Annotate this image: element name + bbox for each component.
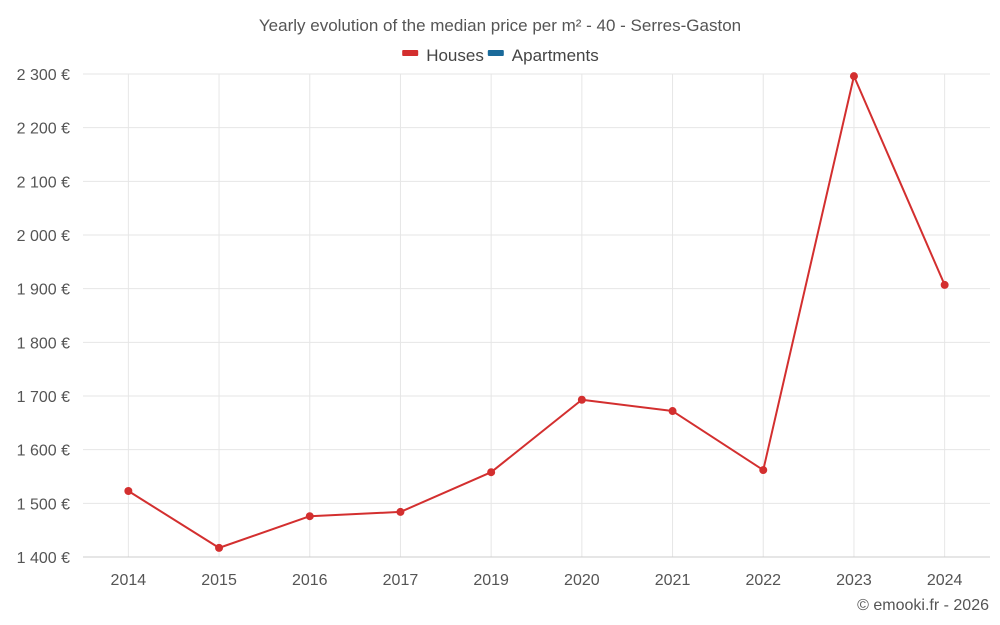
legend-item-houses[interactable]: Houses [402,46,484,65]
y-tick-label: 1 600 € [17,443,70,460]
series-line [127,75,946,549]
data-point[interactable] [577,395,586,404]
x-tick-label: 2015 [201,572,237,589]
x-tick-label: 2014 [111,572,147,589]
copyright-credit: © emooki.fr - 2026 [857,597,989,614]
data-point[interactable] [849,72,858,81]
x-tick-label: 2017 [383,572,419,589]
data-point[interactable] [759,466,768,475]
x-axis: 2014 2015 2016 2017 2019 2020 2021 2022 2023 2024 [83,556,990,589]
data-point[interactable] [396,507,405,516]
data-point[interactable] [305,512,314,521]
y-tick-label: 2 300 € [17,67,70,84]
x-tick-label: 2019 [473,572,509,589]
legend-label: Houses [426,46,484,65]
chart-title: Yearly evolution of the median price per… [259,16,741,35]
legend-swatch [402,50,419,56]
legend-item-apartments[interactable]: Apartments [487,46,599,65]
series-houses [124,72,949,552]
y-axis: 1 400 € 1 500 € 1 600 € 1 700 € 1 800 € 1 900… [17,67,70,567]
y-tick-label: 2 100 € [17,174,70,191]
data-point[interactable] [215,543,224,552]
data-point[interactable] [668,407,677,416]
legend-label: Apartments [512,46,599,65]
y-tick-label: 2 000 € [17,228,70,245]
legend-swatch [487,50,504,56]
data-point[interactable] [487,468,496,477]
y-tick-label: 1 500 € [17,496,70,513]
x-tick-label: 2023 [836,572,872,589]
data-point[interactable] [940,280,949,289]
y-tick-label: 2 200 € [17,121,70,138]
x-tick-label: 2021 [655,572,691,589]
legend: Houses Apartments [402,46,599,65]
x-tick-label: 2020 [564,572,600,589]
series-layer [124,72,949,552]
y-tick-label: 1 400 € [17,550,70,567]
x-tick-label: 2022 [745,572,781,589]
y-tick-label: 1 700 € [17,389,70,406]
y-tick-label: 1 900 € [17,282,70,299]
grid [83,73,990,558]
data-point[interactable] [124,486,133,495]
x-tick-label: 2016 [292,572,328,589]
x-tick-label: 2024 [927,572,963,589]
y-tick-label: 1 800 € [17,335,70,352]
